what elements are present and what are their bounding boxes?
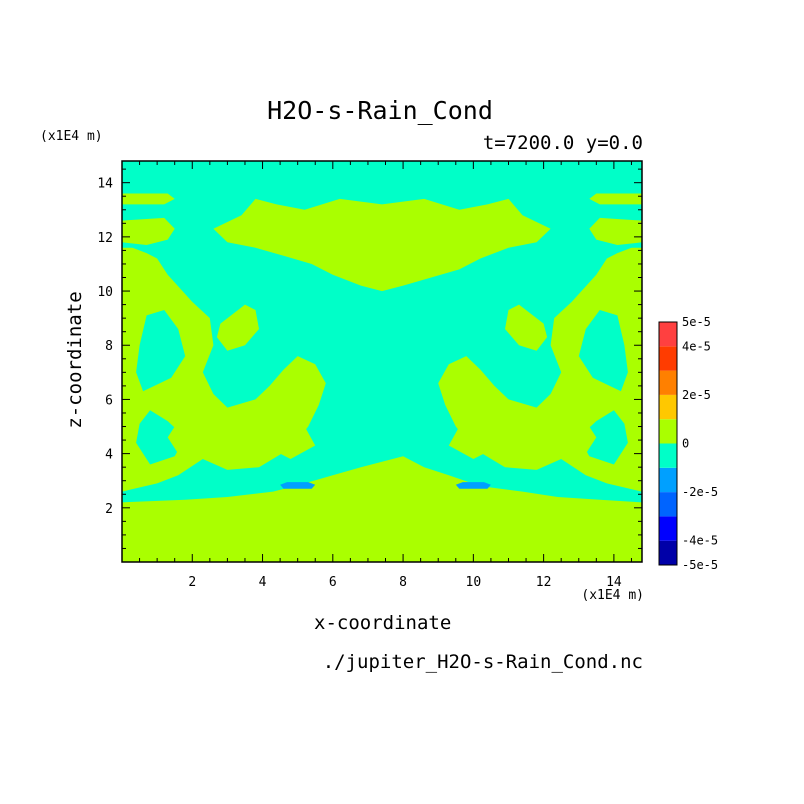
- axes: 2 4 6 8 10 12 14 2 4 6 8 10 12 14: [97, 160, 643, 590]
- colorbar-label: 4e-5: [682, 339, 711, 353]
- plot-area: [122, 161, 642, 562]
- region-left-blob: [167, 410, 210, 454]
- region-left-hole-1: [136, 410, 186, 465]
- region-bottom-band: [122, 456, 642, 562]
- region-right-hole-1: [578, 410, 628, 465]
- chart-title: H2O-s-Rain_Cond: [267, 96, 493, 125]
- colorbar-label: -2e-5: [682, 485, 718, 499]
- colorbar-swatch: [659, 419, 677, 444]
- y-axis-unit: (x1E4 m): [40, 129, 103, 144]
- x-tick-label: 4: [259, 575, 267, 590]
- region-blue-spot-right: [455, 482, 491, 489]
- x-axis-label: x-coordinate: [314, 612, 452, 634]
- colorbar-swatch: [659, 492, 677, 517]
- y-tick-label: 2: [105, 502, 113, 517]
- colorbar-label: 5e-5: [682, 315, 711, 329]
- colorbar-swatch: [659, 346, 677, 371]
- colorbar-label: -4e-5: [682, 534, 718, 548]
- x-tick-label: 8: [399, 575, 407, 590]
- region-center-left-blob: [216, 304, 259, 351]
- region-upper-right: [589, 217, 642, 245]
- y-tick-label: 8: [105, 339, 113, 354]
- colorbar-swatch: [659, 467, 677, 493]
- region-top-left-strip: [122, 193, 175, 205]
- y-tick-label: 14: [97, 177, 113, 192]
- x-tick-label: 14: [606, 575, 622, 590]
- region-right-hole-2: [578, 310, 628, 392]
- colorbar-swatch: [659, 443, 677, 468]
- region-blue-spot-left: [280, 482, 316, 489]
- y-tick-label: 6: [105, 393, 113, 408]
- colorbar-frame: [658, 321, 678, 566]
- colorbar-swatch: [659, 322, 677, 347]
- region-center-right-blob: [505, 304, 548, 351]
- region-center-right-blob-2: [448, 421, 495, 459]
- y-tick-label: 10: [97, 285, 113, 300]
- x-tick-label: 12: [536, 575, 552, 590]
- colorbar-swatch: [659, 540, 677, 565]
- colorbar-label: -5e-5: [682, 558, 718, 572]
- colorbar-swatch: [659, 516, 677, 541]
- colorbar-label: 0: [682, 437, 689, 451]
- chart-subtitle: t=7200.0 y=0.0: [482, 132, 643, 154]
- colorbar-swatch: [659, 370, 677, 395]
- region-right-blob: [554, 410, 597, 454]
- region-center-left-blob-2: [269, 421, 316, 459]
- x-tick-label: 2: [188, 575, 196, 590]
- y-tick-label: 12: [97, 231, 113, 246]
- colorbar-swatch: [659, 394, 677, 420]
- region-top-right-strip: [589, 193, 642, 205]
- x-tick-label: 10: [466, 575, 482, 590]
- colorbar: -5e-5 -4e-5 -2e-5 0 2e-5 4e-5 5e-5: [658, 315, 718, 572]
- region-left-hole-2: [136, 310, 186, 392]
- x-axis-unit: (x1E4 m): [581, 588, 644, 603]
- plot-frame: [121, 160, 643, 563]
- y-tick-label: 4: [105, 448, 113, 463]
- source-file-label: ./jupiter_H2O-s-Rain_Cond.nc: [322, 651, 643, 673]
- region-top-center: [213, 198, 551, 292]
- region-upper-left: [122, 217, 175, 245]
- x-tick-label: 6: [329, 575, 337, 590]
- colorbar-label: 2e-5: [682, 388, 711, 402]
